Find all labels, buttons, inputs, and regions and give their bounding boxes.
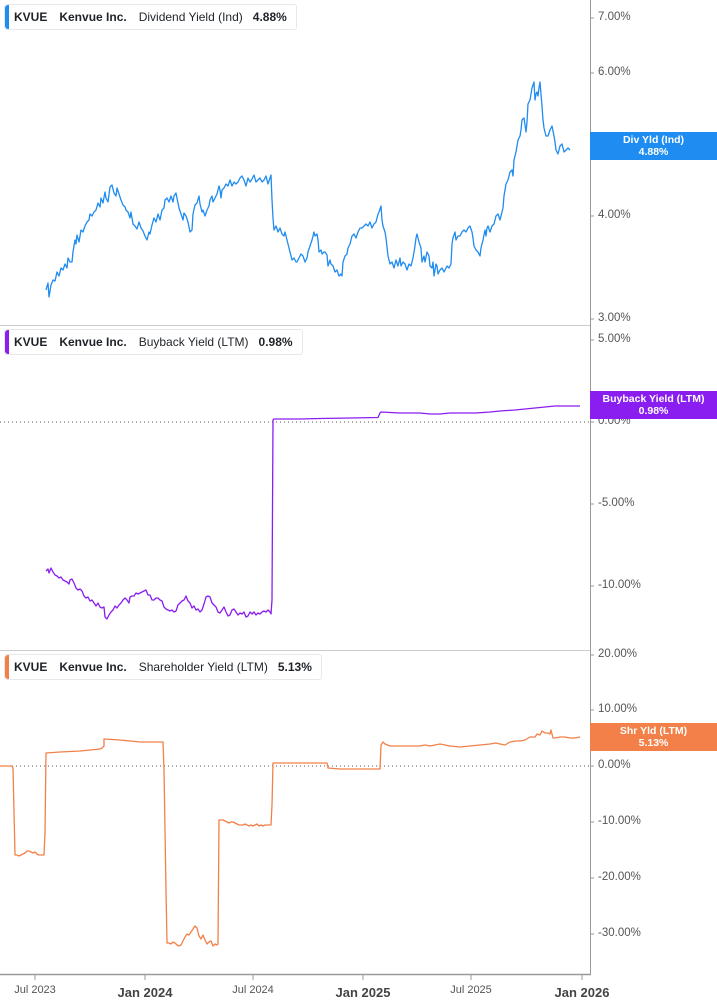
tag-value: 5.13% — [638, 737, 669, 749]
dividend-value-tag: Div Yld (Ind) 4.88% — [590, 132, 717, 160]
legend-company: Kenvue Inc. — [59, 335, 127, 349]
y-tick-label: 5.00% — [598, 333, 631, 345]
y-axis-tick-marks — [590, 17, 594, 935]
y-tick-label: 10.00% — [598, 703, 638, 715]
legend-value: 4.88% — [252, 10, 287, 24]
y-tick-label: -10.00% — [598, 579, 641, 591]
shareholder-legend-color-bar — [5, 655, 9, 679]
tag-label: Buyback Yield (LTM) — [602, 393, 705, 405]
dividend-legend-color-bar — [5, 5, 9, 29]
x-tick-label: Jul 2024 — [232, 984, 274, 996]
legend-metric: Buyback Yield (LTM) — [138, 335, 249, 349]
tag-value: 4.88% — [638, 146, 669, 158]
legend-metric: Shareholder Yield (LTM) — [138, 660, 268, 674]
shareholder-yield-line — [0, 729, 581, 947]
y-tick-label: 6.00% — [598, 66, 631, 78]
x-tick-label: Jul 2023 — [14, 984, 56, 996]
x-axis-ticks — [34, 975, 583, 980]
y-tick-label: -30.00% — [598, 927, 641, 939]
legend-company: Kenvue Inc. — [59, 10, 127, 24]
buyback-legend-color-bar — [5, 330, 9, 354]
legend-ticker: KVUE — [14, 335, 48, 349]
buyback-yield-line — [45, 405, 580, 620]
buyback-value-tag: Buyback Yield (LTM) 0.98% — [590, 391, 717, 419]
legend-company: Kenvue Inc. — [59, 660, 127, 674]
y-tick-label: 3.00% — [598, 312, 631, 324]
tag-label: Div Yld (Ind) — [622, 134, 685, 146]
x-tick-label: Jan 2025 — [335, 985, 391, 1000]
tag-value: 0.98% — [638, 405, 669, 417]
x-tick-label: Jan 2024 — [117, 985, 173, 1000]
shareholder-value-tag: Shr Yld (LTM) 5.13% — [590, 723, 717, 751]
dividend-legend[interactable]: KVUE Kenvue Inc. Dividend Yield (Ind) 4.… — [4, 4, 297, 30]
tag-label: Shr Yld (LTM) — [619, 725, 688, 737]
y-tick-label: -10.00% — [598, 815, 641, 827]
y-tick-label: -20.00% — [598, 871, 641, 883]
legend-value: 0.98% — [258, 335, 293, 349]
x-tick-label: Jan 2026 — [554, 985, 610, 1000]
y-tick-label: 7.00% — [598, 11, 631, 23]
buyback-legend[interactable]: KVUE Kenvue Inc. Buyback Yield (LTM) 0.9… — [4, 329, 303, 355]
legend-ticker: KVUE — [14, 10, 48, 24]
x-tick-label: Jul 2025 — [450, 984, 492, 996]
y-tick-label: 20.00% — [598, 648, 638, 660]
legend-metric: Dividend Yield (Ind) — [138, 10, 243, 24]
y-tick-label: -5.00% — [598, 497, 635, 509]
y-tick-label: 4.00% — [598, 209, 631, 221]
shareholder-legend[interactable]: KVUE Kenvue Inc. Shareholder Yield (LTM)… — [4, 654, 322, 680]
y-tick-label: 0.00% — [598, 759, 631, 771]
legend-value: 5.13% — [277, 660, 312, 674]
dividend-yield-line — [45, 81, 571, 298]
legend-ticker: KVUE — [14, 660, 48, 674]
